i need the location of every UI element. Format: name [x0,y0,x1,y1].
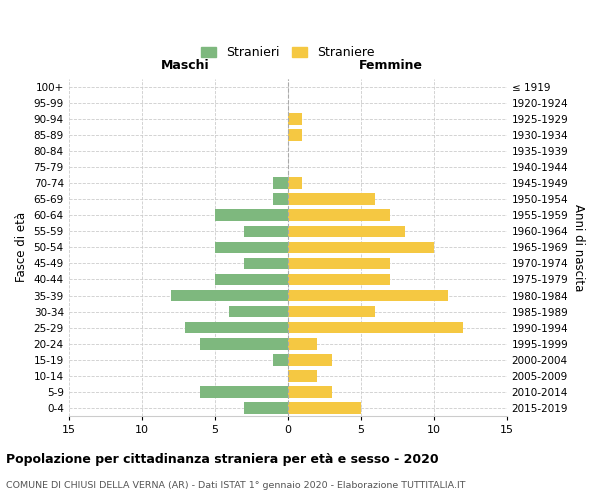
Bar [215,242,287,253]
Bar [273,354,287,366]
Bar [287,226,404,237]
Bar [185,322,287,334]
Bar [287,306,376,318]
Bar [287,370,317,382]
Text: Popolazione per cittadinanza straniera per età e sesso - 2020: Popolazione per cittadinanza straniera p… [6,452,439,466]
Bar [287,386,331,398]
Bar [244,258,287,269]
Bar [171,290,287,302]
Bar [287,210,390,221]
Bar [200,386,287,398]
Bar [244,402,287,413]
Bar [287,242,434,253]
Y-axis label: Fasce di età: Fasce di età [15,212,28,282]
Bar [287,258,390,269]
Bar [287,322,463,334]
Legend: Stranieri, Straniere: Stranieri, Straniere [196,41,379,64]
Bar [229,306,287,318]
Bar [287,354,331,366]
Bar [287,274,390,285]
Bar [244,226,287,237]
Bar [273,194,287,205]
Text: Femmine: Femmine [359,59,422,72]
Bar [287,113,302,124]
Bar [215,210,287,221]
Bar [200,338,287,349]
Bar [287,194,376,205]
Bar [287,178,302,189]
Bar [287,402,361,413]
Bar [287,129,302,141]
Bar [287,290,448,302]
Bar [273,178,287,189]
Y-axis label: Anni di nascita: Anni di nascita [572,204,585,291]
Bar [287,338,317,349]
Text: COMUNE DI CHIUSI DELLA VERNA (AR) - Dati ISTAT 1° gennaio 2020 - Elaborazione TU: COMUNE DI CHIUSI DELLA VERNA (AR) - Dati… [6,480,466,490]
Bar [215,274,287,285]
Text: Maschi: Maschi [160,59,209,72]
